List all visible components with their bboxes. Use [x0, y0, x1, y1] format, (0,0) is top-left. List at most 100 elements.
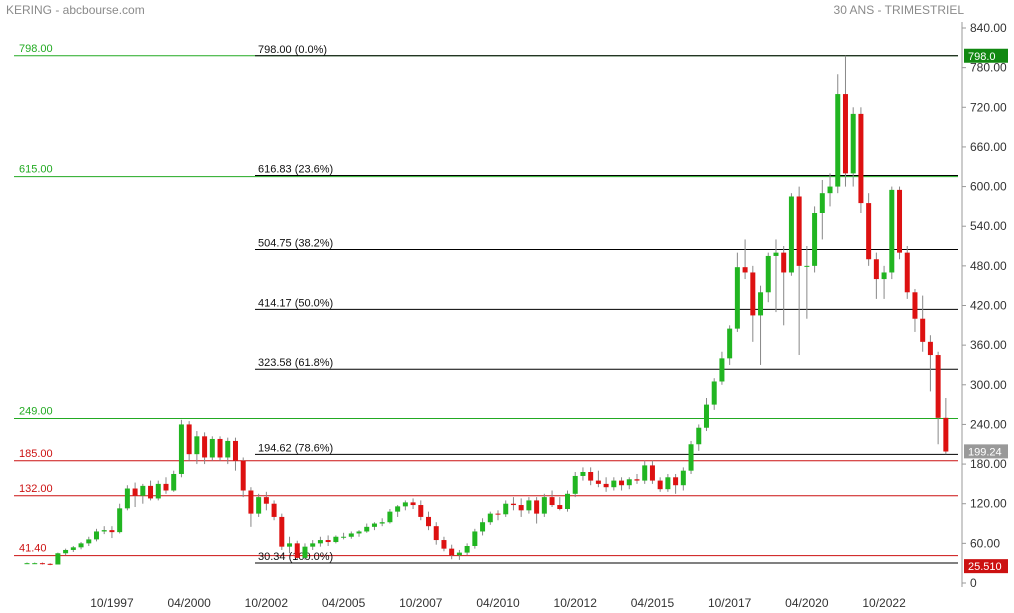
candle-body [572, 475, 578, 494]
fib-level-label: 323.58 (61.8%) [258, 357, 333, 369]
candle-body [155, 483, 161, 499]
candle-body [32, 563, 38, 565]
x-tick-label: 04/2005 [322, 596, 366, 610]
candle-body [271, 503, 277, 517]
candle-body [263, 497, 269, 504]
horizontal-level-label: 41.40 [19, 543, 47, 555]
candle-body [765, 255, 771, 293]
candle-body [109, 530, 115, 533]
candle-body [186, 424, 192, 455]
candle-body [495, 513, 501, 515]
candle-body [711, 381, 717, 405]
y-tick-label: 0 [970, 576, 977, 590]
candle-body [703, 404, 709, 428]
y-tick-label: 240.00 [970, 417, 1007, 431]
candle-body [93, 531, 99, 540]
candle-body [426, 516, 432, 527]
y-tick-label: 420.00 [970, 299, 1007, 313]
candle-body [70, 547, 76, 550]
candle-body [750, 272, 756, 316]
candle-body [773, 252, 779, 256]
x-tick-label: 10/2012 [554, 596, 598, 610]
candle-body [209, 438, 215, 458]
candle-body [503, 503, 509, 515]
x-tick-label: 04/2015 [631, 596, 675, 610]
x-tick-label: 10/2022 [862, 596, 906, 610]
candle-body [317, 540, 323, 544]
candle-body [526, 500, 532, 511]
candle-body [842, 94, 848, 174]
candle-body [325, 540, 331, 543]
candle-body [603, 483, 609, 488]
candle-body [24, 563, 30, 565]
candle-body [163, 483, 169, 491]
fib-level-label: 194.62 (78.6%) [258, 442, 333, 454]
candle-body [788, 196, 794, 273]
candle-body [194, 436, 200, 455]
candle-body [796, 196, 802, 266]
x-tick-label: 04/2010 [476, 596, 520, 610]
candle-body [364, 526, 370, 532]
candle-body [140, 485, 146, 496]
candle-body [943, 417, 949, 452]
fib-level-label: 504.75 (38.2%) [258, 238, 333, 250]
candle-body [927, 341, 933, 356]
horizontal-level-label: 798.00 [19, 43, 53, 55]
candle-body [356, 531, 362, 534]
candle-body [63, 549, 69, 554]
horizontal-level-label: 185.00 [19, 448, 53, 460]
candle-body [294, 543, 300, 558]
candle-body [866, 203, 872, 260]
candle-body [935, 355, 941, 418]
candle-body [464, 546, 470, 553]
candle-body [518, 505, 524, 511]
candle-body [480, 522, 486, 532]
chart-source-title: KERING - abcbourse.com [6, 3, 145, 17]
candle-body [781, 252, 787, 273]
candle-body [410, 502, 416, 506]
candle-body [642, 465, 648, 481]
candle-body [148, 485, 154, 499]
fib-level-label: 798.00 (0.0%) [258, 44, 327, 56]
candle-body [626, 479, 632, 486]
candle-body [912, 292, 918, 319]
candle-body [117, 508, 123, 533]
candle-body [920, 318, 926, 342]
fib-level-label: 414.17 (50.0%) [258, 297, 333, 309]
candle-body [178, 424, 184, 474]
candle-body [441, 540, 447, 549]
horizontal-level-label: 132.00 [19, 483, 53, 495]
y-tick-label: 660.00 [970, 140, 1007, 154]
candle-body [812, 213, 818, 266]
candle-body [595, 480, 601, 484]
candle-body [611, 480, 617, 488]
horizontal-level-label: 249.00 [19, 405, 53, 417]
candle-body [248, 490, 254, 514]
candle-body [302, 546, 308, 558]
x-tick-label: 10/1997 [90, 596, 134, 610]
x-tick-label: 10/2002 [245, 596, 289, 610]
candle-body [696, 427, 702, 445]
candle-body [310, 543, 316, 547]
candle-body [78, 543, 84, 548]
x-tick-label: 04/2000 [167, 596, 211, 610]
price-tag-box [964, 48, 1008, 63]
y-tick-label: 780.00 [970, 61, 1007, 75]
candle-body [673, 477, 679, 486]
candle-body [395, 506, 401, 512]
candle-body [688, 444, 694, 471]
candle-body [541, 497, 547, 514]
candle-body [680, 470, 686, 486]
price-tag-box [964, 444, 1008, 459]
y-tick-label: 720.00 [970, 100, 1007, 114]
candle-body [565, 493, 571, 509]
candle-body [232, 440, 238, 461]
candle-body [256, 497, 262, 514]
candle-body [171, 473, 177, 491]
candle-body [379, 522, 385, 524]
candle-body [510, 503, 516, 506]
candle-body [418, 505, 424, 517]
candle-body [727, 328, 733, 359]
candle-body [889, 189, 895, 273]
